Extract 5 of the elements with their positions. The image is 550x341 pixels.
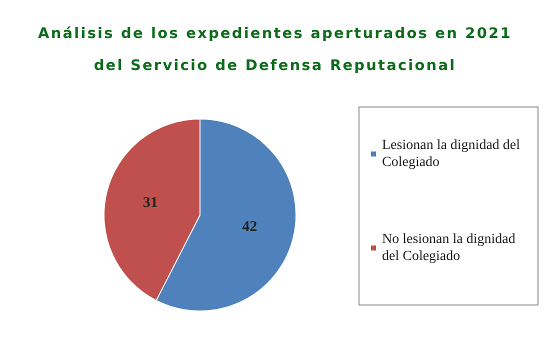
data-label: 42 <box>242 218 258 235</box>
data-label: 31 <box>142 195 158 212</box>
chart-title: Análisis de los expedientes aperturados en 2021 del Servicio de Defensa Reputacional <box>37 25 513 76</box>
legend-label: No lesionan la dignidad del Colegiado <box>382 232 519 264</box>
legend-label: Lesionan la dignidad del Colegiado <box>382 138 524 170</box>
